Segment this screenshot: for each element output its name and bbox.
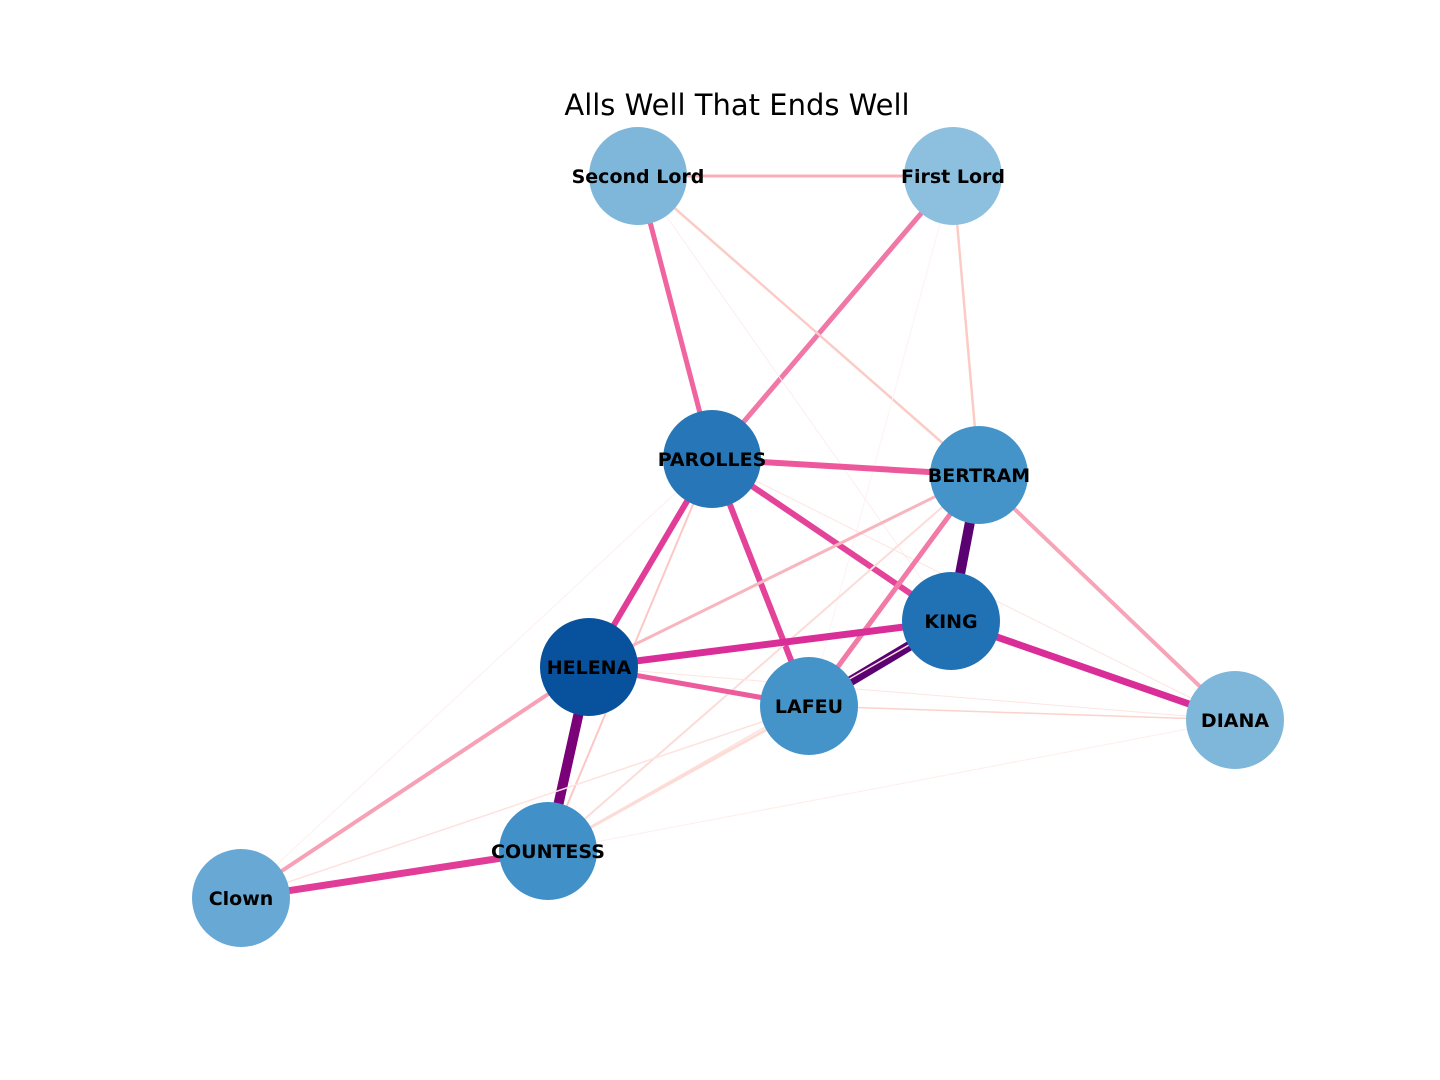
edge-bertram-countess: [547, 474, 980, 852]
node-clown: Clown: [192, 849, 290, 947]
edge-first_lord-bertram: [951, 175, 981, 476]
edge-layer: [239, 174, 1237, 902]
node-circle-second_lord: [589, 127, 687, 225]
node-first_lord: First Lord: [901, 127, 1005, 225]
node-circle-first_lord: [904, 127, 1002, 225]
edge-helena-clown: [239, 665, 591, 900]
edge-parolles-clown: [240, 458, 713, 899]
node-circle-lafeu: [760, 657, 858, 755]
node-circle-helena: [540, 618, 638, 716]
node-king: KING: [902, 572, 1000, 670]
node-circle-countess: [499, 802, 597, 900]
edge-lafeu-clown: [240, 705, 810, 899]
edge-bertram-helena: [588, 473, 980, 669]
node-label-first_lord: First Lord: [901, 166, 1005, 188]
edge-helena-diana: [588, 666, 1236, 721]
node-helena: HELENA: [540, 618, 638, 716]
node-label-parolles: PAROLLES: [658, 449, 767, 471]
node-label-diana: DIANA: [1201, 710, 1269, 732]
node-label-bertram: BERTRAM: [928, 465, 1030, 487]
edge-lafeu-diana: [808, 705, 1236, 721]
node-second_lord: Second Lord: [572, 127, 705, 225]
node-label-countess: COUNTESS: [491, 841, 605, 863]
node-circle-clown: [192, 849, 290, 947]
edge-bertram-diana: [977, 473, 1237, 722]
node-layer: Second Lord First Lord PAROLLES BERTRAM KING…: [192, 127, 1284, 947]
edge-countess-diana: [547, 719, 1236, 852]
node-label-clown: Clown: [209, 888, 274, 910]
node-circle-bertram: [930, 426, 1028, 524]
diagram-title: Alls Well That Ends Well: [564, 88, 909, 122]
edge-lafeu-countess: [547, 704, 810, 853]
node-label-second_lord: Second Lord: [572, 166, 705, 188]
edge-first_lord-parolles: [710, 174, 955, 461]
node-lafeu: LAFEU: [760, 657, 858, 755]
node-diana: DIANA: [1186, 671, 1284, 769]
edge-countess-clown: [240, 847, 549, 902]
edge-first_lord-lafeu: [808, 175, 954, 707]
node-label-lafeu: LAFEU: [775, 696, 843, 718]
node-parolles: PAROLLES: [658, 410, 767, 508]
edge-king-helena: [588, 617, 952, 671]
node-label-helena: HELENA: [547, 657, 632, 679]
edge-second_lord-king: [637, 175, 952, 622]
node-countess: COUNTESS: [491, 802, 605, 900]
node-circle-diana: [1186, 671, 1284, 769]
node-label-king: KING: [924, 611, 977, 633]
edge-king-diana: [949, 617, 1237, 724]
edge-second_lord-bertram: [637, 175, 980, 476]
node-circle-parolles: [663, 410, 761, 508]
node-circle-king: [902, 572, 1000, 670]
node-bertram: BERTRAM: [928, 426, 1030, 524]
